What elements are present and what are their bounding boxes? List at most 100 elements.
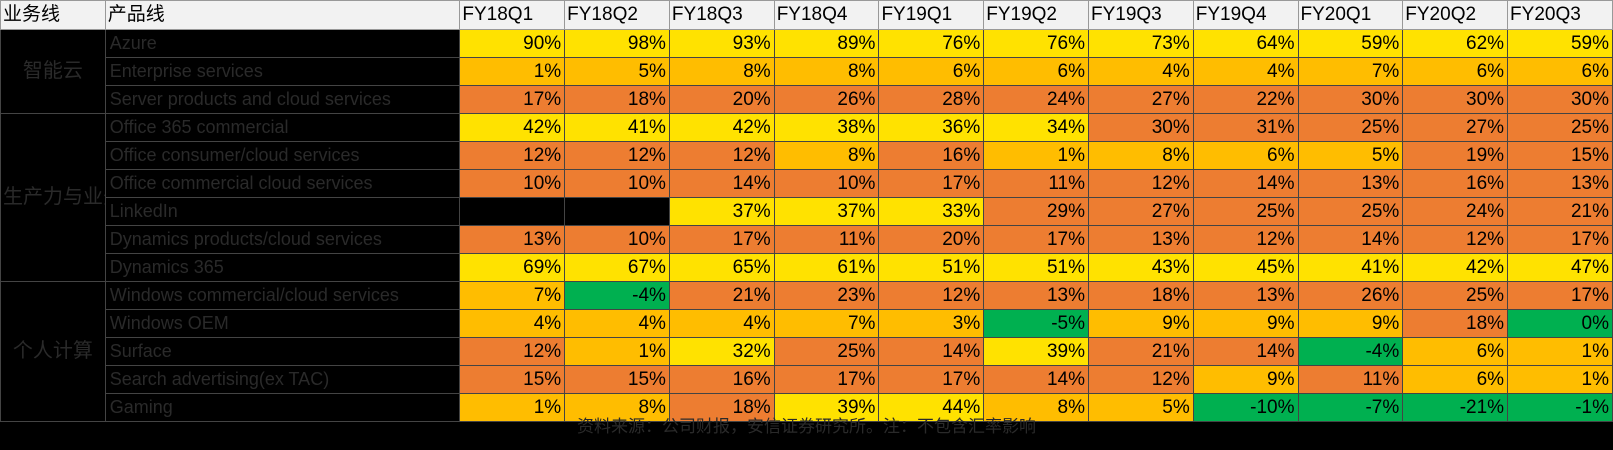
table-row: LinkedIn 37% 37% 33% 29% 27% 25% 25% 24% 21%: [1, 197, 1613, 226]
growth-value-cell: 76%: [878, 29, 985, 58]
growth-value-cell: 45%: [1192, 253, 1299, 282]
quarter-header: FY19Q2: [983, 0, 1089, 30]
growth-value-cell: 10%: [564, 169, 670, 198]
table-row: Server products and cloud services 17% 18%…: [1, 85, 1613, 114]
growth-value-cell: 14%: [668, 169, 775, 198]
quarter-header: FY18Q4: [773, 0, 880, 30]
growth-value-cell: 17%: [878, 365, 985, 394]
growth-value-cell: 15%: [459, 365, 566, 394]
growth-value-cell: 8%: [1087, 141, 1194, 170]
growth-value-cell: 1%: [459, 57, 566, 86]
growth-value-cell: -10%: [1192, 393, 1299, 422]
growth-value-cell: 38%: [773, 113, 880, 142]
growth-value-cell: -4%: [1297, 337, 1404, 366]
growth-value-cell: 32%: [668, 337, 775, 366]
quarter-header: FY18Q1: [459, 0, 566, 30]
growth-value-cell: 34%: [983, 113, 1089, 142]
growth-value-cell: 42%: [1402, 253, 1509, 282]
growth-value-cell: 62%: [1402, 29, 1509, 58]
growth-value-cell: 12%: [564, 141, 670, 170]
growth-value-cell: 11%: [983, 169, 1089, 198]
growth-value-cell: 4%: [564, 309, 670, 338]
growth-value-cell: 4%: [668, 309, 775, 338]
growth-value-cell: 36%: [878, 113, 985, 142]
business-line-cell: 个人计算: [0, 281, 106, 422]
growth-value-cell: 76%: [983, 29, 1089, 58]
quarter-header: FY18Q3: [668, 0, 775, 30]
growth-value-cell: 12%: [668, 141, 775, 170]
growth-value-cell: 13%: [1297, 169, 1404, 198]
growth-value-cell: 7%: [1297, 57, 1404, 86]
growth-value-cell: 13%: [459, 225, 566, 254]
growth-value-cell: 90%: [459, 29, 566, 58]
growth-value-cell: 21%: [668, 281, 775, 310]
growth-value-cell: 17%: [773, 365, 880, 394]
quarter-header: FY19Q4: [1192, 0, 1299, 30]
growth-value-cell: 19%: [1402, 141, 1509, 170]
growth-value-cell: -7%: [1297, 393, 1404, 422]
growth-value-cell: 14%: [1192, 337, 1299, 366]
product-line-cell: Gaming: [104, 393, 461, 422]
growth-value-cell: 42%: [668, 113, 775, 142]
product-line-cell: Enterprise services: [104, 57, 461, 86]
growth-value-cell: 18%: [564, 85, 670, 114]
growth-value-cell: 1%: [983, 141, 1089, 170]
growth-value-cell: 12%: [459, 337, 566, 366]
quarter-header: FY20Q1: [1297, 0, 1404, 30]
growth-value-cell: 7%: [773, 309, 880, 338]
product-line-cell: LinkedIn: [104, 197, 461, 226]
growth-value-cell: 13%: [983, 281, 1089, 310]
growth-value-cell: 14%: [983, 365, 1089, 394]
growth-value-cell: 16%: [668, 365, 775, 394]
growth-value-cell: 11%: [1297, 365, 1404, 394]
growth-value-cell: 21%: [1087, 337, 1194, 366]
growth-value-cell: 12%: [878, 281, 985, 310]
product-line-cell: Office consumer/cloud services: [104, 141, 461, 170]
growth-value-cell: 13%: [1087, 225, 1194, 254]
growth-value-cell: 1%: [1507, 365, 1613, 394]
growth-value-cell: -1%: [1507, 393, 1613, 422]
growth-value-cell: 3%: [878, 309, 985, 338]
growth-value-cell: 9%: [1192, 309, 1299, 338]
product-line-cell: Surface: [104, 337, 461, 366]
growth-value-cell: 17%: [1507, 225, 1613, 254]
growth-value-cell: 25%: [1402, 281, 1509, 310]
growth-value-cell: 6%: [1402, 337, 1509, 366]
growth-value-cell: 30%: [1507, 85, 1613, 114]
growth-value-cell: 43%: [1087, 253, 1194, 282]
growth-value-cell: 11%: [773, 225, 880, 254]
table-row: Dynamics products/cloud services 13% 10% 17…: [1, 225, 1613, 254]
growth-value-cell: 27%: [1087, 197, 1194, 226]
growth-value-cell: 47%: [1507, 253, 1613, 282]
growth-value-cell: 31%: [1192, 113, 1299, 142]
growth-value-cell: 9%: [1297, 309, 1404, 338]
growth-value-cell: 12%: [1402, 225, 1509, 254]
growth-value-cell: 8%: [773, 141, 880, 170]
product-line-cell: Office commercial cloud services: [104, 169, 461, 198]
table-body: 智能云 Azure 90% 98% 93% 89% 76% 76% 73% 64% 59% 62% 59…: [0, 29, 1613, 422]
growth-value-cell: 16%: [1402, 169, 1509, 198]
growth-value-cell: 51%: [878, 253, 985, 282]
growth-value-cell: 44%: [878, 393, 985, 422]
growth-value-cell: 64%: [1192, 29, 1299, 58]
growth-value-cell: -21%: [1402, 393, 1509, 422]
growth-value-cell: 14%: [878, 337, 985, 366]
growth-value-cell: 98%: [564, 29, 670, 58]
growth-value-cell: 6%: [878, 57, 985, 86]
growth-value-cell: 17%: [668, 225, 775, 254]
growth-value-cell: 16%: [878, 141, 985, 170]
growth-value-cell: 10%: [773, 169, 880, 198]
growth-value-cell: 30%: [1402, 85, 1509, 114]
growth-value-cell: 10%: [459, 169, 566, 198]
business-line-cell: 智能云: [0, 29, 106, 114]
growth-value-cell: 8%: [983, 393, 1089, 422]
table-row: Search advertising(ex TAC) 15% 15% 16% 17% 17…: [1, 365, 1613, 394]
growth-value-cell: 18%: [1087, 281, 1194, 310]
quarter-header: FY19Q3: [1087, 0, 1194, 30]
growth-value-cell: 6%: [983, 57, 1089, 86]
growth-value-cell: 21%: [1507, 197, 1613, 226]
growth-value-cell: 5%: [1297, 141, 1404, 170]
growth-value-cell: 26%: [773, 85, 880, 114]
growth-value-cell: 15%: [564, 365, 670, 394]
product-line-header: 产品线: [104, 0, 461, 30]
